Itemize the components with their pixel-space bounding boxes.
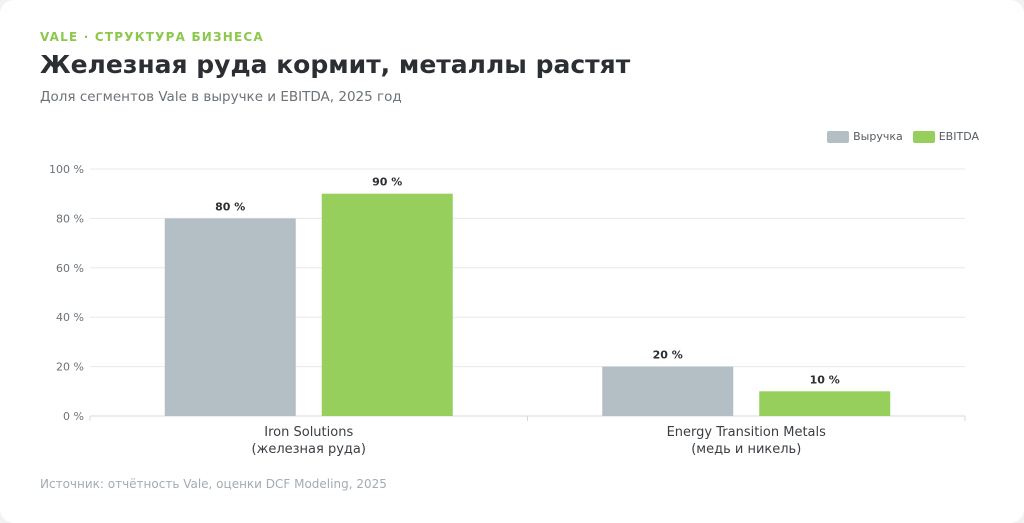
legend-swatch-ebitda [912, 130, 935, 143]
x-category-label: Iron Solutions [264, 425, 353, 440]
legend-swatch-revenue [827, 130, 850, 143]
chart-subtitle: Доля сегментов Vale в выручке и EBITDA, … [40, 89, 402, 105]
y-tick-label: 0 % [63, 410, 84, 423]
y-tick-label: 60 % [56, 262, 84, 275]
bar-revenue [602, 366, 734, 416]
bar-ebitda [321, 193, 453, 416]
data-label: 90 % [372, 176, 402, 189]
source-note: Источник: отчётность Vale, оценки DCF Mo… [40, 477, 387, 491]
chart-legend: Выручка EBITDA [827, 130, 979, 143]
bar-revenue [164, 218, 296, 416]
chart-kicker: VALE · СТРУКТУРА БИЗНЕСА [40, 30, 264, 44]
legend-label-revenue: Выручка [853, 130, 903, 143]
x-category-label: (железная руда) [252, 442, 366, 457]
y-tick-label: 20 % [56, 361, 84, 374]
x-category-label: Energy Transition Metals [667, 425, 827, 440]
y-tick-label: 80 % [56, 212, 84, 225]
data-label: 10 % [810, 373, 840, 386]
data-label: 20 % [653, 349, 683, 362]
legend-label-ebitda: EBITDA [938, 130, 979, 143]
x-category-label: (медь и никель) [691, 442, 801, 457]
bar-ebitda [759, 391, 891, 416]
data-label: 80 % [215, 200, 245, 213]
legend-item-revenue: Выручка [827, 130, 903, 143]
legend-item-ebitda: EBITDA [912, 130, 979, 143]
y-tick-label: 100 % [49, 163, 84, 176]
chart-title: Железная руда кормит, металлы растят [40, 50, 631, 79]
y-tick-label: 40 % [56, 311, 84, 324]
